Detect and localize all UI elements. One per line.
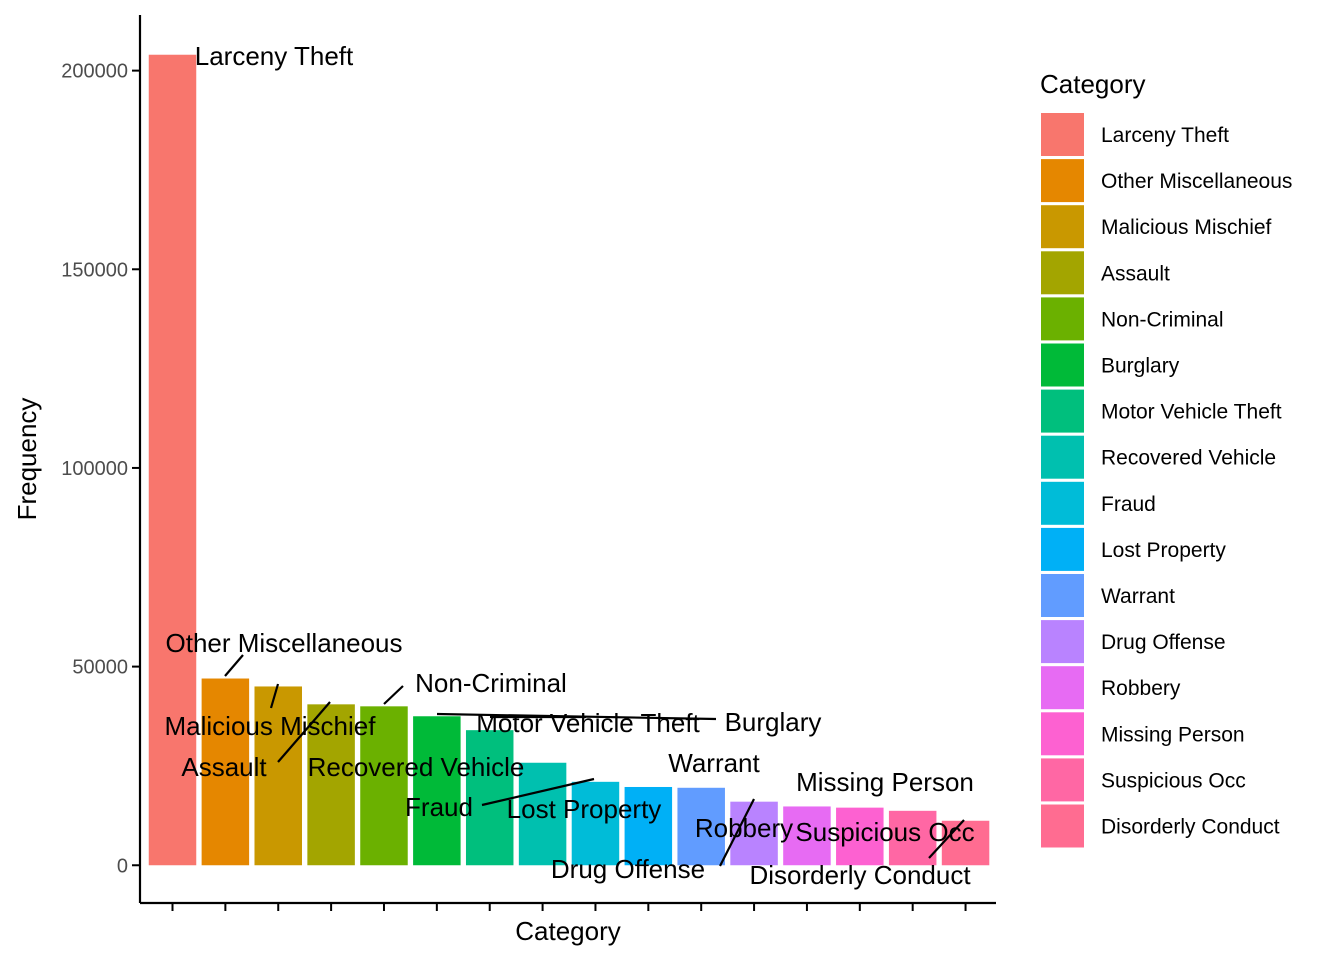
x-axis-title: Category [515,916,621,946]
bar-label-burglary: Burglary [725,707,822,737]
label-connector-drug-offense [719,798,755,867]
bar-label-warrant: Warrant [668,748,760,778]
y-tick-label: 100000 [61,458,128,480]
bar-label-missing-person: Missing Person [796,767,974,797]
legend-label-fraud: Fraud [1101,493,1156,516]
bar-burglary [413,716,461,866]
y-axis-title: Frequency [12,398,42,521]
legend-label-non-criminal: Non-Criminal [1101,308,1224,331]
y-tick-label: 200000 [61,61,128,83]
legend-label-warrant: Warrant [1101,585,1175,608]
y-ticks: 0 50000 100000 150000 200000 [61,61,140,877]
legend-key-malicious-mischief [1041,205,1084,249]
legend-label-suspicious-occ: Suspicious Occ [1101,769,1246,792]
bar-label-recovered-vehicle: Recovered Vehicle [308,752,525,782]
axes [138,15,996,905]
bar-suspicious-occ [888,810,937,866]
legend-label-disorderly-conduct: Disorderly Conduct [1101,816,1280,839]
label-connector-malicious-mischief [269,683,280,709]
legend-key-burglary [1041,343,1084,387]
bar-assault [307,704,355,866]
label-connector-assault [277,701,331,763]
legend-key-lost-property [1041,527,1084,571]
legend-key-drug-offense [1041,620,1084,664]
legend-label-robbery: Robbery [1101,677,1181,700]
bar-label-assault: Assault [181,752,267,782]
bar-malicious-mischief [254,686,302,866]
legend-label-other-miscellaneous: Other Miscellaneous [1101,170,1292,193]
y-tick-label: 50000 [72,657,128,679]
legend-key-robbery [1041,666,1084,710]
bar-label-motor-vehicle-theft: Motor Vehicle Theft [476,708,700,738]
legend-label-larceny-theft: Larceny Theft [1101,124,1229,147]
bar-label-suspicious-occ: Suspicious Occ [795,817,974,847]
x-ticks [171,903,967,911]
legend-label-drug-offense: Drug Offense [1101,631,1226,654]
bar-fraud [571,781,620,866]
legend-label-missing-person: Missing Person [1101,723,1245,746]
bar-label-other-miscellaneous: Other Miscellaneous [166,628,403,658]
legend-label-recovered-vehicle: Recovered Vehicle [1101,447,1276,470]
legend-key-assault [1041,251,1084,295]
label-connector-fraud [481,777,595,807]
legend-label-assault: Assault [1101,262,1170,285]
legend-key-disorderly-conduct [1041,804,1084,848]
bar-label-larceny-theft: Larceny Theft [195,41,354,71]
bar-disorderly-conduct [941,820,990,866]
y-tick-label: 0 [117,855,128,877]
legend-items: Larceny Theft Other Miscellaneous Maliciou… [1041,113,1292,848]
bar-label-malicious-mischief: Malicious Mischief [165,711,377,741]
label-connector-non-criminal [383,685,404,705]
label-connector-disorderly-conduct [928,819,965,859]
legend-key-non-criminal [1041,297,1084,341]
bar-warrant [677,787,725,866]
legend-key-other-miscellaneous [1041,159,1084,203]
bar-recovered-vehicle [518,762,567,866]
legend: Category Larceny Theft Other Miscellaneou… [1040,69,1292,848]
legend-label-burglary: Burglary [1101,355,1180,378]
bar-non-criminal [360,706,408,866]
bar-label-lost-property: Lost Property [507,794,662,824]
bar-larceny-theft [148,54,197,866]
legend-label-motor-vehicle-theft: Motor Vehicle Theft [1101,401,1282,424]
bar-label-disorderly-conduct: Disorderly Conduct [749,860,971,890]
legend-key-motor-vehicle-theft [1041,389,1084,433]
bar-label-fraud: Fraud [405,792,473,822]
bar-robbery [783,806,831,866]
bar-label-drug-offense: Drug Offense [551,854,705,884]
bar-lost-property [624,786,673,866]
plot-area [148,54,990,866]
legend-title: Category [1040,69,1146,99]
legend-key-warrant [1041,574,1084,617]
bar-label-robbery: Robbery [695,813,793,843]
y-tick-label: 150000 [61,259,128,281]
legend-key-larceny-theft [1041,113,1084,156]
legend-key-missing-person [1041,712,1084,756]
bar-label-non-criminal: Non-Criminal [415,668,567,698]
label-connector-other-miscellaneous [224,654,244,677]
bar-drug-offense [730,801,778,866]
bar-missing-person [836,807,884,866]
bar-labels: Larceny Theft Other Miscellaneous Maliciou… [165,41,975,890]
legend-key-recovered-vehicle [1041,435,1084,479]
legend-key-fraud [1041,481,1084,525]
legend-label-lost-property: Lost Property [1101,539,1226,562]
legend-key-suspicious-occ [1041,758,1084,802]
bar-motor-vehicle-theft [465,730,514,866]
bar-other-miscellaneous [201,678,250,866]
legend-label-malicious-mischief: Malicious Mischief [1101,216,1272,239]
